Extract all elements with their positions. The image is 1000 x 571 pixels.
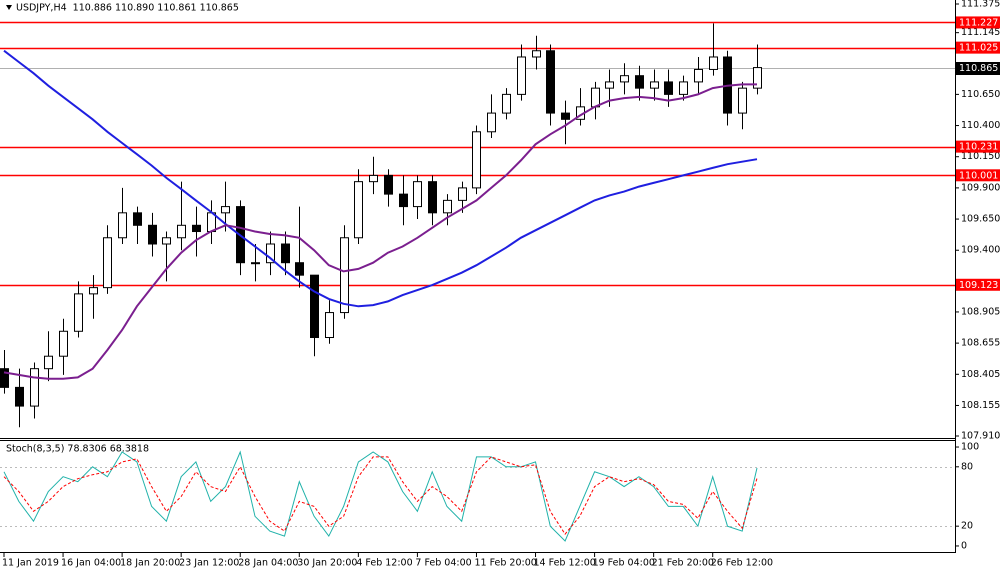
- candle-body: [664, 81, 673, 95]
- candle-body: [561, 112, 570, 120]
- y-tick-label: 111.375: [961, 0, 1000, 9]
- candle-body: [458, 187, 467, 201]
- y-tick-label: 109.650: [961, 214, 1000, 225]
- candle-body: [709, 56, 718, 70]
- candle-body: [753, 67, 762, 89]
- x-tick-label: 7 Feb 04:00: [415, 558, 471, 569]
- x-tick-label: 11 Jan 2019: [2, 558, 59, 569]
- y-tick-label: 108.905: [961, 306, 1000, 317]
- candle-body: [443, 199, 452, 214]
- candle-body: [133, 212, 142, 226]
- y-tick-label: 0: [961, 540, 967, 551]
- candle-body: [59, 330, 68, 357]
- candle-body: [44, 355, 53, 370]
- candle-body: [340, 237, 349, 314]
- candle-body: [532, 50, 541, 58]
- candle-body: [162, 237, 171, 245]
- candle-body: [738, 87, 747, 114]
- candle-body: [384, 174, 393, 195]
- candle-body: [251, 262, 260, 265]
- last-price-label: 110.865: [959, 63, 998, 74]
- candle-body: [89, 287, 98, 295]
- candle-body: [118, 212, 127, 239]
- candle-body: [30, 368, 39, 407]
- candle-body: [221, 206, 230, 214]
- candle-body: [679, 81, 688, 95]
- x-tick-label: 14 Feb 12:00: [534, 558, 596, 569]
- candle-body: [281, 243, 290, 264]
- candle-body: [266, 243, 275, 264]
- level-label: 111.227: [959, 17, 998, 28]
- candle-body: [428, 181, 437, 214]
- moving-average: [3, 49, 758, 308]
- candle-body: [472, 131, 481, 189]
- last-price-bg: [956, 62, 1000, 75]
- level-label-bg: [956, 278, 1000, 291]
- x-tick-label: 18 Jan 20:00: [120, 558, 180, 569]
- candle-body: [605, 81, 614, 89]
- candle-body: [502, 93, 511, 114]
- candle-body: [591, 87, 600, 108]
- y-tick-label: 20: [961, 521, 973, 532]
- indicator-title: Stoch(8,3,5) 78.8306 68.3818: [6, 444, 149, 455]
- x-tick-label: 21 Feb 20:00: [652, 558, 714, 569]
- candle-body: [635, 75, 644, 89]
- candle-body: [399, 193, 408, 208]
- y-tick-label: 108.155: [961, 400, 1000, 411]
- level-label-bg: [956, 16, 1000, 29]
- y-tick-label: 111.145: [961, 27, 1000, 38]
- candle-body: [177, 224, 186, 239]
- candle-body: [15, 386, 24, 407]
- y-tick-label: 110.650: [961, 89, 1000, 100]
- candle-body: [74, 293, 83, 332]
- candle-body: [354, 181, 363, 239]
- candle-body: [369, 174, 378, 183]
- y-tick-label: 107.910: [961, 431, 1000, 442]
- y-tick-label: 110.150: [961, 151, 1000, 162]
- menu-arrow: [6, 5, 12, 10]
- x-tick-label: 30 Jan 20:00: [297, 558, 357, 569]
- y-tick-label: 109.900: [961, 182, 1000, 193]
- indicator-line: [3, 456, 758, 535]
- moving-average: [3, 83, 757, 380]
- candle-body: [517, 56, 526, 95]
- candle-body: [650, 81, 659, 89]
- candle-body: [325, 312, 334, 339]
- y-tick-label: 108.405: [961, 369, 1000, 380]
- y-tick-label: 100: [961, 442, 979, 453]
- level-label-bg: [956, 140, 1000, 153]
- x-tick-label: 16 Jan 04:00: [61, 558, 121, 569]
- x-tick-label: 28 Jan 04:00: [238, 558, 298, 569]
- candle-body: [546, 50, 555, 114]
- candle-body: [192, 224, 201, 233]
- chart-title: USDJPY,H4 110.886 110.890 110.861 110.86…: [16, 3, 239, 14]
- candle-body: [103, 237, 112, 289]
- candle-body: [148, 224, 157, 245]
- y-tick-label: 80: [961, 461, 973, 472]
- y-tick-label: 110.400: [961, 120, 1000, 131]
- x-tick-label: 19 Feb 04:00: [593, 558, 655, 569]
- candle-body: [487, 112, 496, 133]
- x-tick-label: 23 Jan 12:00: [179, 558, 239, 569]
- candle-body: [620, 75, 629, 83]
- y-tick-label: 109.400: [961, 245, 1000, 256]
- level-label: 110.231: [959, 142, 998, 153]
- candle-body: [295, 262, 304, 276]
- x-tick-label: 4 Feb 12:00: [356, 558, 412, 569]
- level-label: 111.025: [959, 43, 998, 54]
- x-tick-label: 11 Feb 20:00: [474, 558, 536, 569]
- y-tick-label: 108.655: [961, 338, 1000, 349]
- level-label: 109.123: [959, 280, 998, 291]
- level-label-bg: [956, 169, 1000, 182]
- level-label-bg: [956, 41, 1000, 54]
- level-label: 110.001: [959, 170, 998, 181]
- candle-body: [310, 274, 319, 339]
- indicator-line: [3, 450, 758, 542]
- candle-body: [413, 181, 422, 208]
- candle-body: [694, 68, 703, 83]
- candle-body: [0, 368, 9, 388]
- x-tick-label: 26 Feb 12:00: [711, 558, 773, 569]
